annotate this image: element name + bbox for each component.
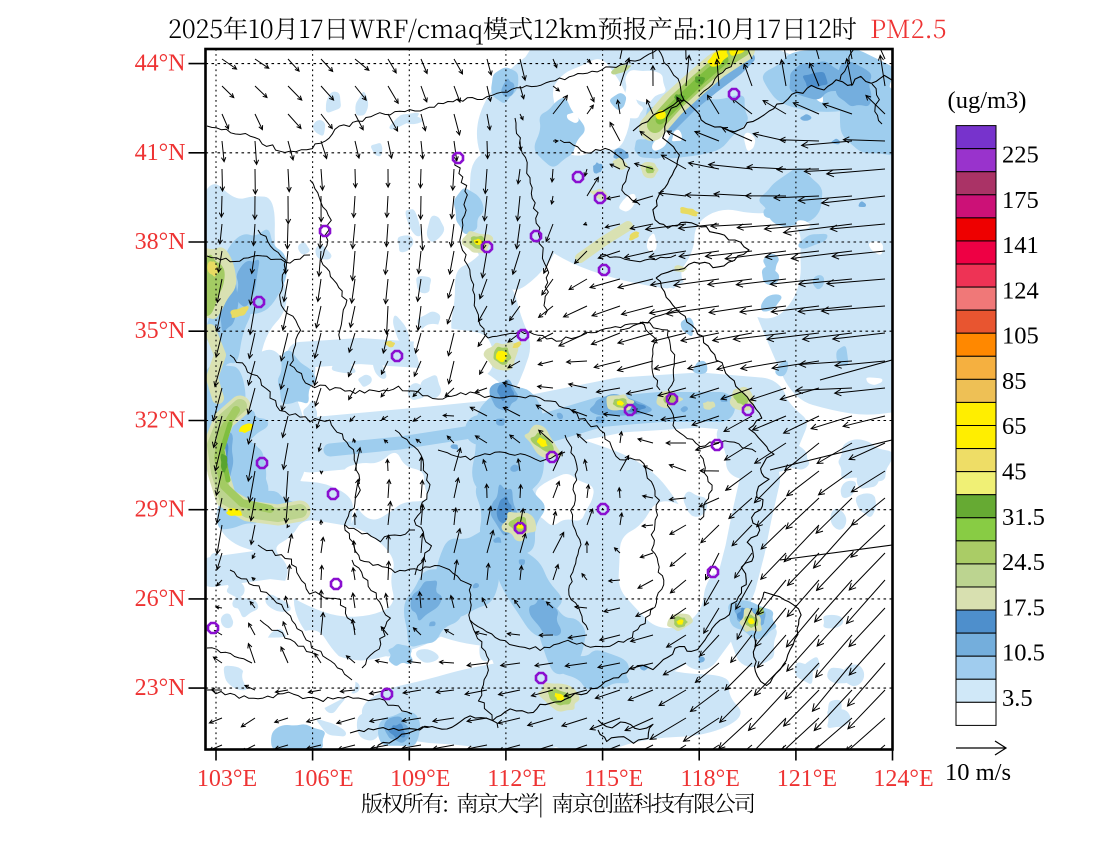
svg-text:38°N: 38°N [135, 229, 186, 255]
svg-text:35°N: 35°N [135, 318, 186, 344]
svg-text:115°E: 115°E [584, 766, 643, 792]
svg-text:121°E: 121°E [777, 766, 837, 792]
svg-text:124: 124 [1002, 277, 1039, 304]
svg-text:29°N: 29°N [135, 497, 186, 523]
svg-text:45: 45 [1002, 459, 1027, 486]
svg-text:24.5: 24.5 [1002, 549, 1045, 576]
svg-text:(ug/m3): (ug/m3) [948, 87, 1027, 114]
svg-text:85: 85 [1002, 368, 1027, 395]
svg-text:17.5: 17.5 [1002, 594, 1045, 621]
svg-text:10 m/s: 10 m/s [945, 759, 1011, 786]
svg-text:105: 105 [1002, 323, 1039, 350]
svg-text:41°N: 41°N [135, 140, 186, 166]
svg-text:10.5: 10.5 [1002, 640, 1045, 667]
svg-text:106°E: 106°E [293, 766, 353, 792]
svg-text:65: 65 [1002, 413, 1027, 440]
svg-text:44°N: 44°N [135, 51, 186, 77]
svg-text:109°E: 109°E [390, 766, 450, 792]
svg-text:141: 141 [1002, 232, 1039, 259]
svg-text:31.5: 31.5 [1002, 504, 1045, 531]
svg-text:32°N: 32°N [135, 408, 186, 434]
svg-text:23°N: 23°N [135, 675, 186, 701]
svg-text:26°N: 26°N [135, 586, 186, 612]
svg-text:112°E: 112°E [487, 766, 546, 792]
svg-text:118°E: 118°E [681, 766, 740, 792]
svg-text:175: 175 [1002, 187, 1039, 214]
svg-text:225: 225 [1002, 142, 1039, 169]
svg-text:124°E: 124°E [873, 766, 933, 792]
svg-text:103°E: 103°E [197, 766, 257, 792]
svg-text:3.5: 3.5 [1002, 685, 1033, 712]
